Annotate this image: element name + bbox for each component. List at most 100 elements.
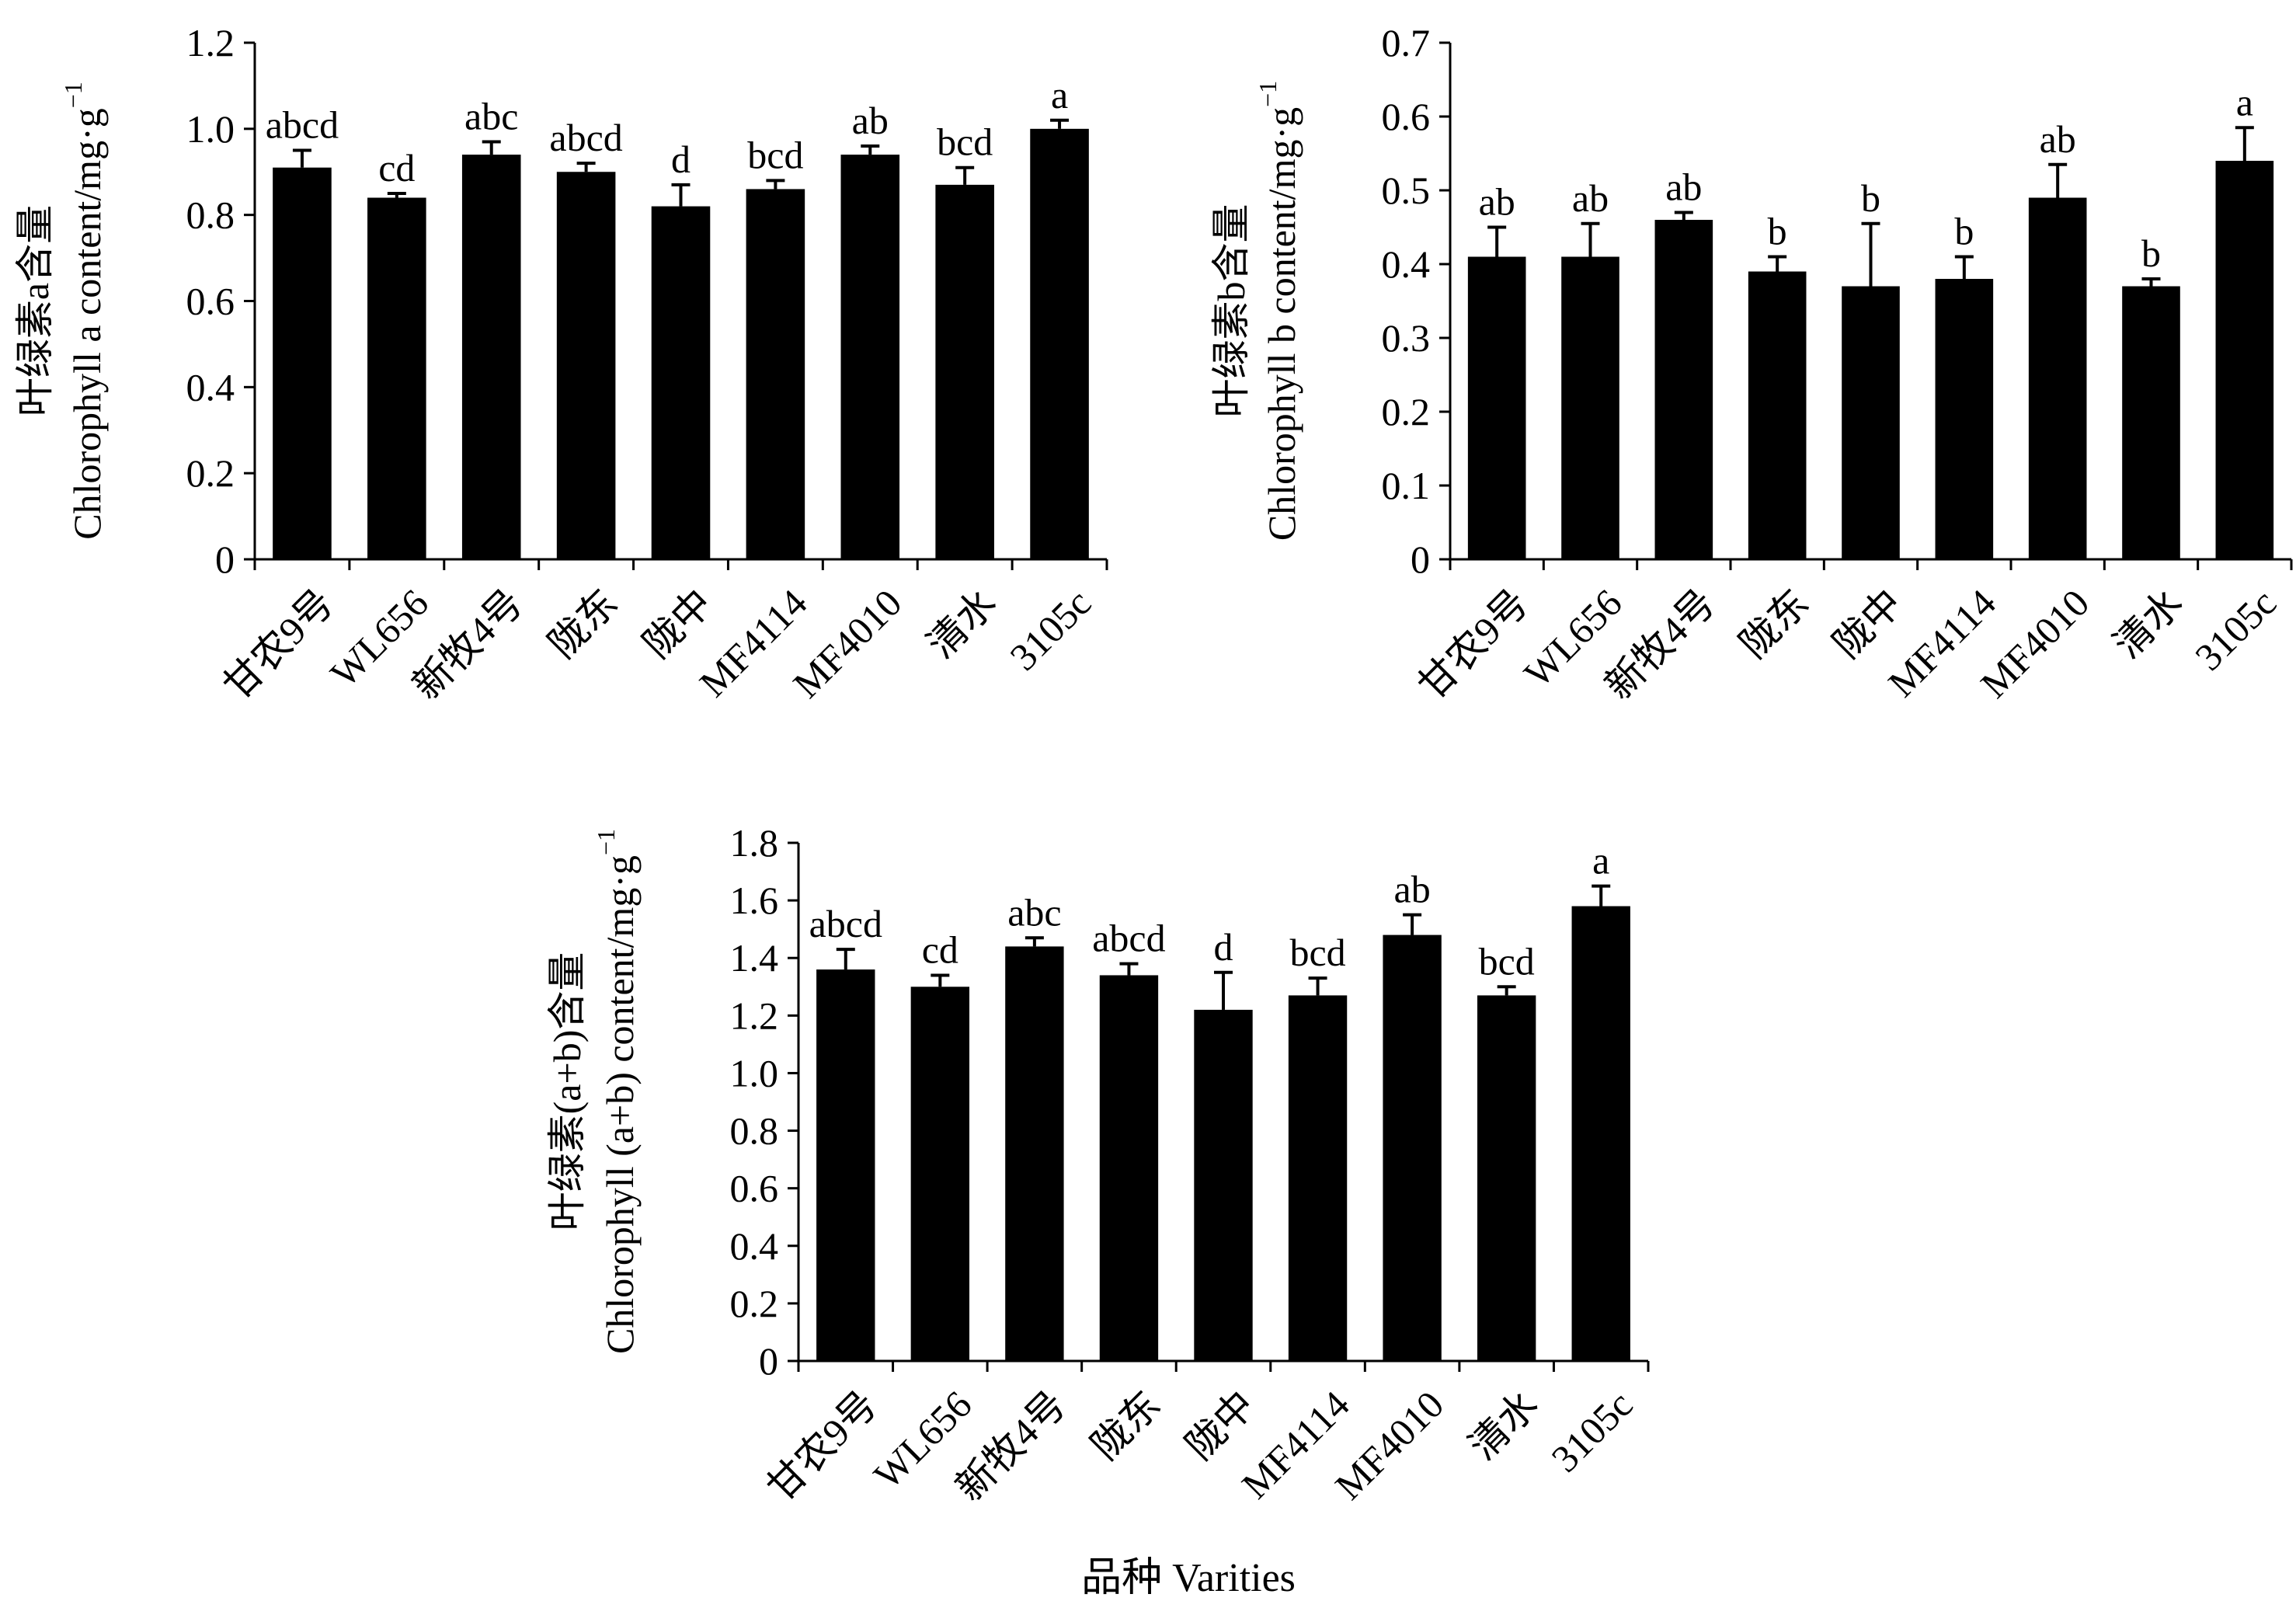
y-tick-label: 0	[759, 1339, 778, 1383]
y-tick-label: 0.3	[1382, 316, 1431, 360]
significance-letter: bcd	[937, 120, 993, 164]
x-tick-label: 陇中	[635, 581, 720, 667]
y-tick-label: 0	[215, 538, 235, 581]
bar	[651, 206, 711, 559]
y-axis-label-cn-b: 叶绿素b含量	[1209, 204, 1253, 418]
bar	[461, 155, 521, 560]
y-tick-label: 0.4	[730, 1224, 779, 1268]
x-tick-label: 3105c	[1001, 581, 1099, 679]
x-tick-label: 甘农9号	[759, 1383, 885, 1509]
y-tick-label: 1.2	[730, 994, 779, 1037]
y-tick-label: 0.4	[186, 365, 235, 409]
bar	[910, 987, 970, 1361]
significance-letter: bcd	[1289, 931, 1345, 974]
bar	[1288, 995, 1348, 1361]
y-axis-label-en-b-main: Chlorophyll b content/mg·g	[1260, 107, 1303, 541]
y-tick-label: 1.0	[730, 1051, 779, 1095]
chart-panel-chlorophyll-a: 00.20.40.60.81.01.2abcd甘农9号cdWL656abc新牧4…	[186, 21, 1108, 708]
bar	[2215, 161, 2274, 559]
x-tick-label: 清水	[2105, 581, 2190, 667]
significance-letter: ab	[1394, 868, 1431, 911]
x-tick-label: 甘农9号	[215, 581, 342, 708]
significance-letter: abc	[464, 94, 518, 137]
bar	[1842, 286, 1900, 559]
x-tick-label: 陇东	[541, 581, 626, 667]
bar	[2122, 286, 2180, 559]
significance-letter: d	[1214, 925, 1233, 969]
bar	[1467, 256, 1526, 559]
significance-letter: abcd	[809, 902, 882, 945]
bar	[1194, 1009, 1253, 1361]
y-axis-label-en-ab-main: Chlorophyll (a+b) content/mg·g	[598, 855, 642, 1354]
x-tick-label: 陇东	[1731, 581, 1817, 667]
bar	[840, 155, 900, 560]
y-tick-label: 1.4	[730, 936, 779, 980]
y-tick-label: 0.1	[1382, 464, 1431, 507]
chart-panel-chlorophyll-b: 00.10.20.30.40.50.60.7ab甘农9号abWL656ab新牧4…	[1382, 21, 2293, 708]
x-tick-label: 3105c	[1543, 1383, 1640, 1481]
y-tick-label: 0.5	[1382, 169, 1431, 212]
bar	[273, 167, 332, 560]
x-axis-title: 品种 Varities	[1081, 1556, 1296, 1600]
significance-letter: ab	[1665, 165, 1702, 209]
bar	[1748, 271, 1807, 559]
significance-letter: d	[671, 137, 691, 181]
bar	[935, 184, 994, 559]
y-tick-label: 0.7	[1382, 21, 1431, 64]
y-tick-label: 0.2	[1382, 390, 1431, 433]
y-tick-label: 0.2	[730, 1282, 779, 1325]
y-tick-label: 1.8	[730, 821, 779, 865]
significance-letter: abcd	[1092, 917, 1165, 960]
y-tick-label: 0.6	[1382, 95, 1431, 138]
y-axis-label-en-ab: Chlorophyll (a+b) content/mg·g−1	[592, 829, 642, 1354]
significance-letter: ab	[2040, 117, 2076, 161]
bar	[1099, 975, 1159, 1361]
bar	[1561, 256, 1619, 559]
significance-letter: cd	[378, 146, 415, 190]
y-axis-label-en-a-sup: −1	[59, 82, 87, 108]
x-tick-label: MF4010	[784, 581, 910, 706]
significance-letter: abc	[1007, 890, 1061, 934]
y-axis-label-en-a: Chlorophyll a content/mg·g−1	[59, 82, 109, 540]
bar	[2028, 197, 2087, 559]
y-tick-label: 1.0	[186, 107, 235, 151]
significance-letter: bcd	[747, 133, 803, 176]
y-tick-label: 0.8	[186, 193, 235, 237]
y-tick-label: 0.6	[186, 280, 235, 323]
bar	[1571, 906, 1630, 1361]
chart-panel-chlorophyll-ab: 00.20.40.60.81.01.21.41.61.8abcd甘农9号cdWL…	[730, 821, 1650, 1509]
y-axis-label-cn-ab: 叶绿素(a+b)含量	[545, 952, 589, 1231]
significance-letter: ab	[1572, 176, 1609, 220]
y-tick-label: 0.2	[186, 451, 235, 495]
y-tick-label: 0.4	[1382, 242, 1431, 286]
bar	[1654, 220, 1713, 559]
y-tick-label: 0	[1411, 538, 1430, 581]
significance-letter: a	[2236, 80, 2253, 124]
y-tick-label: 1.2	[186, 21, 235, 64]
y-tick-label: 0.8	[730, 1109, 779, 1153]
significance-letter: b	[1954, 210, 1974, 253]
significance-letter: abcd	[266, 103, 339, 147]
y-axis-label-cn-a: 叶绿素a含量	[13, 205, 57, 416]
y-tick-label: 0.6	[730, 1167, 779, 1210]
bar	[1935, 279, 1994, 559]
y-axis-label-en-b: Chlorophyll b content/mg·g−1	[1254, 81, 1303, 541]
bar	[556, 172, 616, 559]
significance-letter: ab	[852, 99, 889, 142]
bar	[1477, 995, 1536, 1361]
bar	[1005, 946, 1064, 1361]
y-axis-label-en-b-sup: −1	[1254, 81, 1282, 107]
significance-letter: ab	[1479, 180, 1515, 224]
significance-letter: b	[1861, 176, 1880, 220]
bar	[367, 197, 426, 559]
x-tick-label: 陇中	[1825, 581, 1910, 667]
significance-letter: b	[2141, 231, 2161, 275]
x-tick-label: 甘农9号	[1410, 581, 1536, 708]
x-tick-label: 陇东	[1083, 1383, 1168, 1468]
bar	[746, 189, 805, 559]
significance-letter: b	[1768, 210, 1787, 253]
significance-letter: abcd	[549, 116, 622, 159]
x-tick-label: 3105c	[2186, 581, 2284, 679]
significance-letter: a	[1592, 839, 1609, 882]
